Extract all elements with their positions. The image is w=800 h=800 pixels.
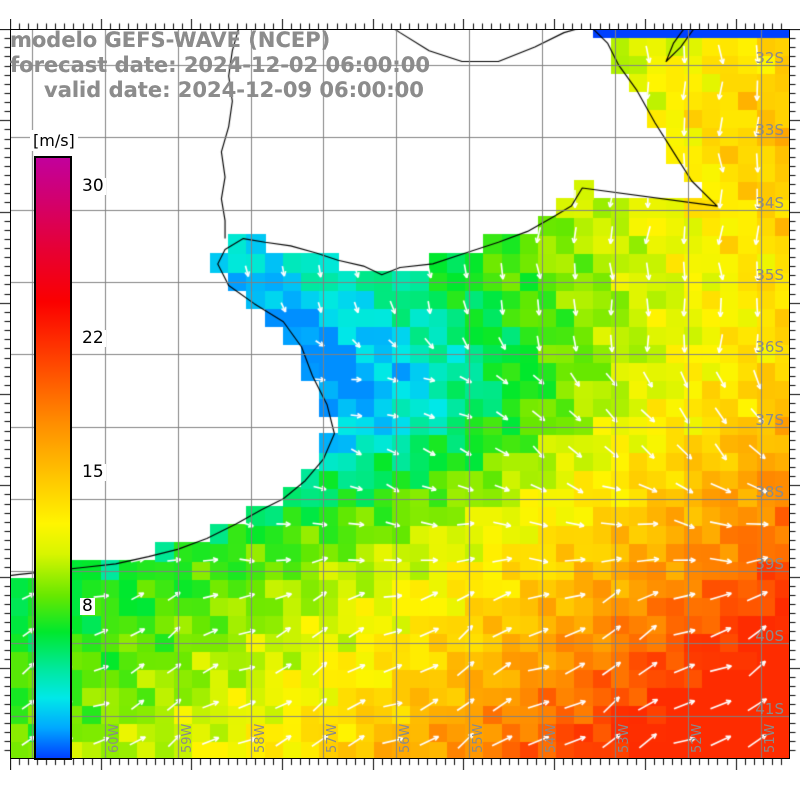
bottom-tick-ruler [10,759,790,770]
colorbar-tick-label: 30 [80,175,106,196]
top-tick-ruler [10,19,790,29]
colorbar-tick-label: 8 [80,596,95,617]
left-tick-ruler [0,29,10,759]
colorbar-units-label: [m/s] [30,130,78,151]
colorbar-tick-label: 22 [80,328,106,349]
colorbar-tick-label: 15 [80,462,106,483]
lat-lon-gridlines [10,29,790,759]
colorbar-gradient [34,156,72,760]
map-plot-area: 32S33S34S35S36S37S38S39S40S41S61W60W59W5… [10,29,790,759]
right-tick-ruler [790,29,800,759]
